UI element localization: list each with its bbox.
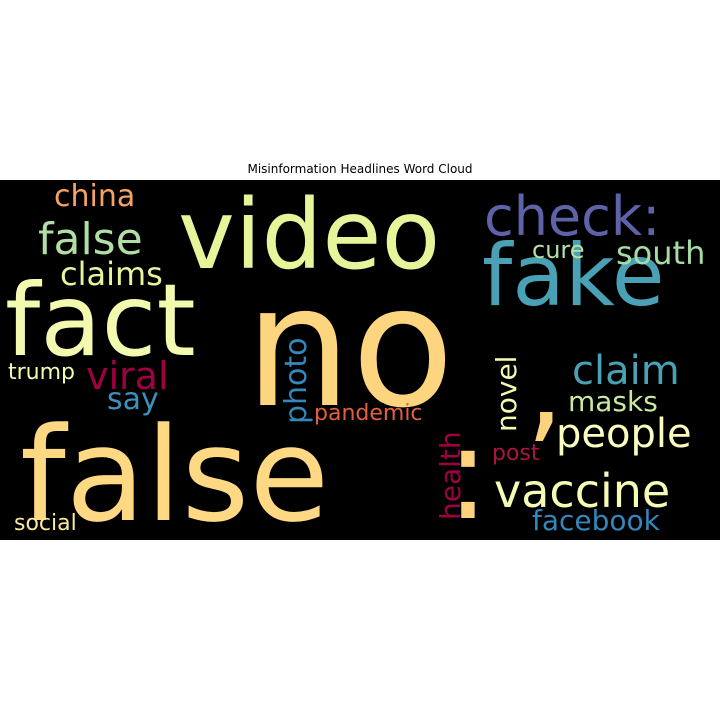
word-health-17: health (434, 431, 467, 520)
word-vaccine-9: vaccine (494, 464, 670, 518)
word-photo-16: photo (279, 337, 314, 424)
word-cure-21: cure (532, 236, 585, 264)
word-trump-24: trump (8, 360, 75, 385)
word-china-14: china (54, 180, 135, 214)
word-pandemic-23: pandemic (314, 401, 423, 426)
word-claims-13: claims (60, 255, 163, 293)
word-south-15: south (616, 234, 705, 272)
word-video-2: video (178, 180, 440, 291)
word-cloud: no false video fact fake check:,: false vaccine… (0, 180, 720, 540)
word-novel-18: novel (490, 356, 523, 432)
word-fact-3: fact (5, 262, 196, 379)
word-fake-4: fake (482, 226, 665, 326)
word-check-5: check: (484, 185, 660, 248)
word-masks-19: masks (568, 385, 658, 418)
word--6: , (526, 317, 564, 456)
word--7: : (446, 397, 490, 540)
word-people-11: people (556, 411, 692, 457)
word-say-22: say (107, 382, 159, 417)
word-social-26: social (14, 511, 77, 536)
word-claim-10: claim (572, 348, 680, 394)
word-no-0: no (245, 249, 454, 445)
word-false-8: false (38, 214, 143, 265)
word-facebook-20: facebook (532, 504, 661, 537)
word-post-25: post (492, 441, 540, 466)
chart-title: Misinformation Headlines Word Cloud (247, 162, 473, 176)
word-viral-12: viral (86, 354, 169, 398)
word-false-1: false (20, 399, 329, 540)
